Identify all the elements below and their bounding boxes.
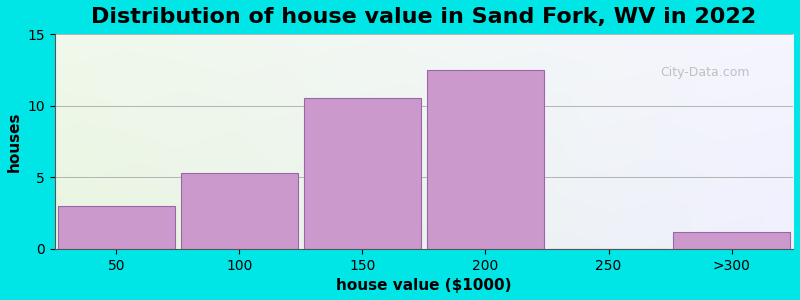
Bar (427, 70, 544, 249)
X-axis label: house value ($1000): house value ($1000) (336, 278, 512, 293)
Bar (673, 232, 790, 249)
Bar (181, 173, 298, 249)
Title: Distribution of house value in Sand Fork, WV in 2022: Distribution of house value in Sand Fork… (91, 7, 757, 27)
Bar (58, 206, 175, 249)
Y-axis label: houses: houses (7, 111, 22, 172)
Bar (304, 98, 421, 249)
Text: City-Data.com: City-Data.com (660, 66, 750, 79)
